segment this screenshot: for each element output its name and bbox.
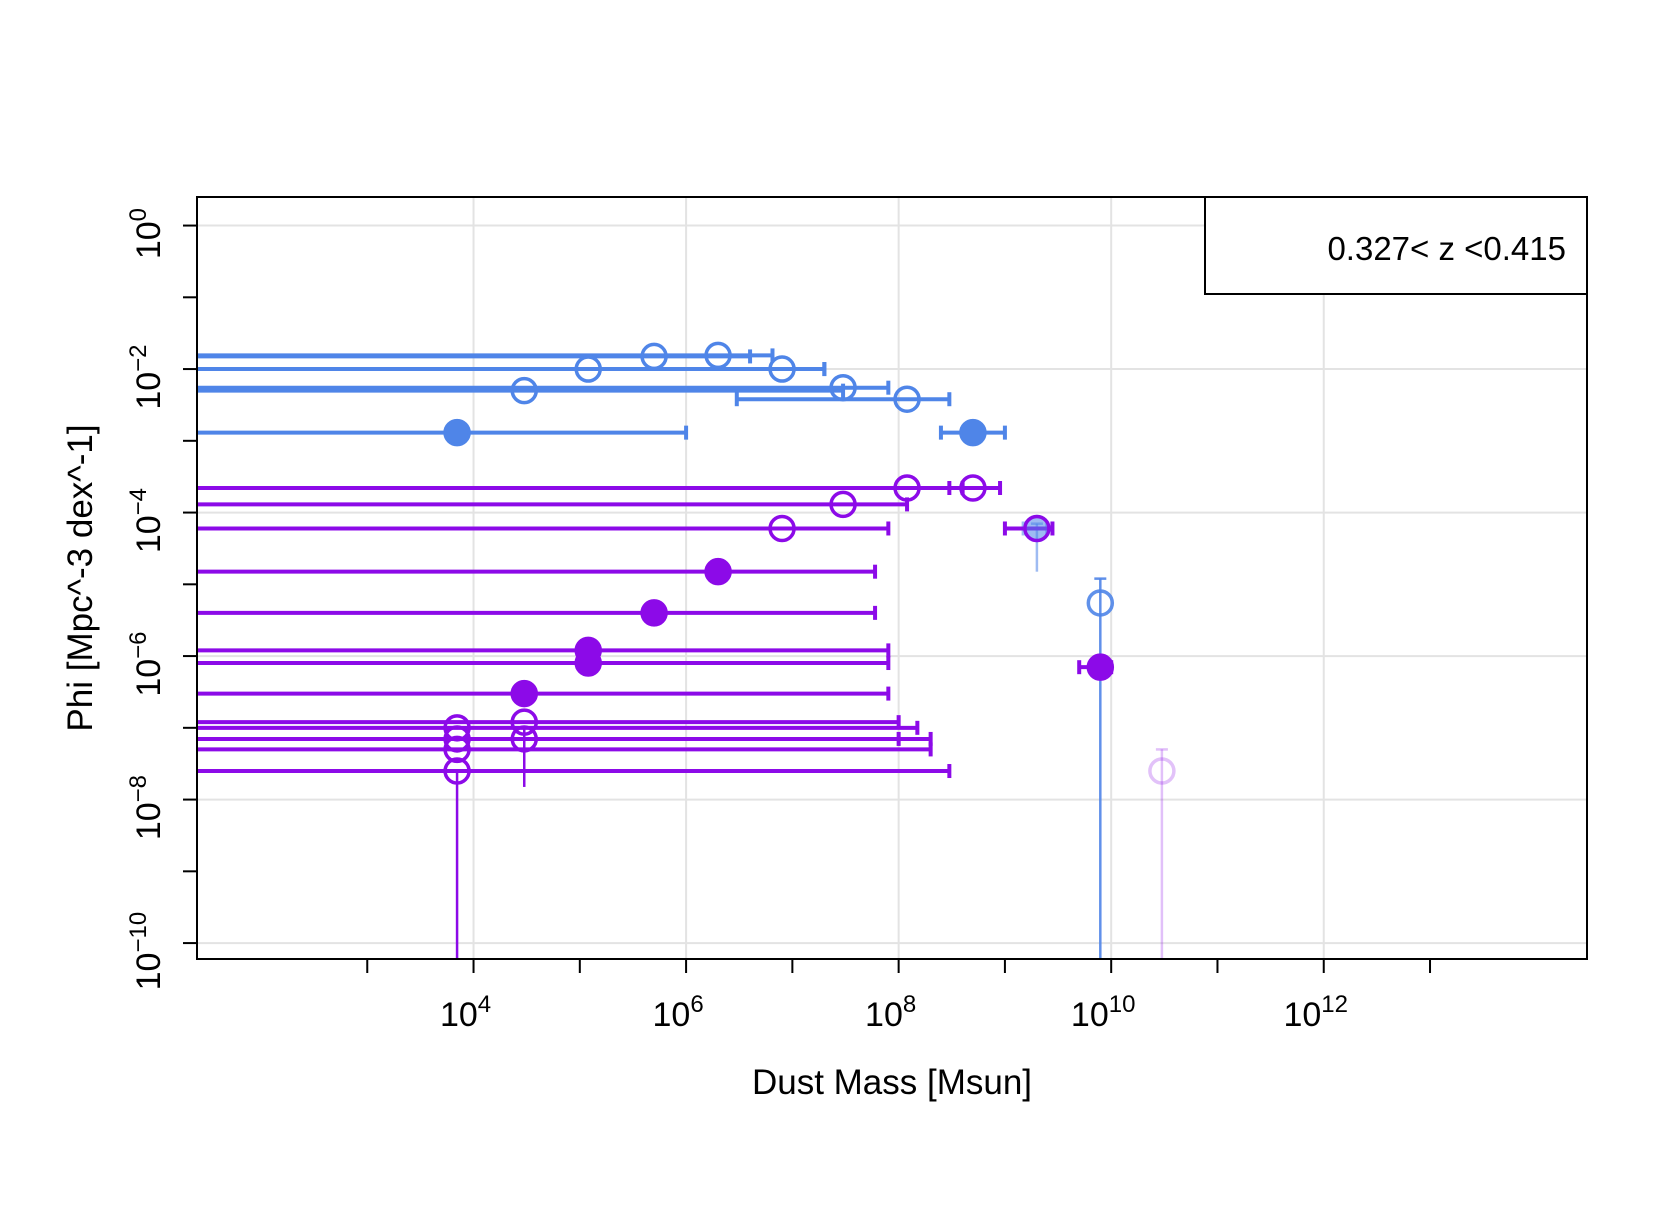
data-point xyxy=(1086,589,1115,617)
y-tick-label: 10−8 xyxy=(125,775,168,840)
x-tick-labels: 104 106 108 1010 1012 xyxy=(440,991,1348,1034)
y-tick-label: 10−4 xyxy=(125,488,168,553)
data-point xyxy=(510,708,538,736)
data-point xyxy=(768,355,796,383)
data-point xyxy=(959,474,987,502)
data-point xyxy=(443,418,471,447)
data-point xyxy=(829,373,857,402)
data-point xyxy=(959,418,987,447)
data-point xyxy=(510,725,538,753)
data-point xyxy=(443,714,471,742)
data-point xyxy=(704,341,732,370)
data-points xyxy=(443,341,1176,785)
data-point xyxy=(640,342,668,371)
x-tick-label: 108 xyxy=(865,991,916,1034)
legend-label: 0.327< z <0.415 xyxy=(1327,230,1566,267)
data-point xyxy=(443,725,471,753)
data-point xyxy=(640,599,668,627)
y-tick-label: 100 xyxy=(125,208,168,259)
grid-lines xyxy=(197,197,1587,959)
y-tick-label: 10−10 xyxy=(125,912,168,991)
data-point xyxy=(1148,757,1176,785)
axis-ticks xyxy=(183,224,1432,973)
data-point xyxy=(893,474,921,502)
x-axis-label: Dust Mass [Msun] xyxy=(752,1063,1032,1102)
legend-frame xyxy=(1204,196,1588,295)
x-tick-label: 104 xyxy=(440,991,491,1034)
x-tick-label: 1010 xyxy=(1071,991,1136,1034)
legend-box: 0.327< z <0.415 xyxy=(1204,196,1588,295)
data-point xyxy=(510,679,538,708)
data-point xyxy=(443,757,471,785)
data-point xyxy=(829,490,857,519)
y-tick-labels: 100 10−2 10−4 10−6 10−8 10−10 xyxy=(125,208,168,990)
error-bars xyxy=(197,348,1168,959)
data-point xyxy=(443,735,471,764)
data-point xyxy=(893,385,921,413)
y-tick-label: 10−2 xyxy=(125,344,168,409)
data-point xyxy=(768,514,796,543)
x-tick-label: 1012 xyxy=(1283,991,1348,1034)
x-tick-label: 106 xyxy=(652,991,703,1034)
data-point xyxy=(1023,514,1051,543)
data-point xyxy=(574,355,602,383)
y-tick-label: 10−6 xyxy=(125,631,168,696)
data-point xyxy=(574,636,602,665)
data-point xyxy=(510,376,538,405)
y-axis-label: Phi [Mpc^-3 dex^-1] xyxy=(61,424,100,731)
data-point xyxy=(1086,653,1115,681)
plot-frame xyxy=(196,196,1588,960)
data-point xyxy=(704,557,732,586)
